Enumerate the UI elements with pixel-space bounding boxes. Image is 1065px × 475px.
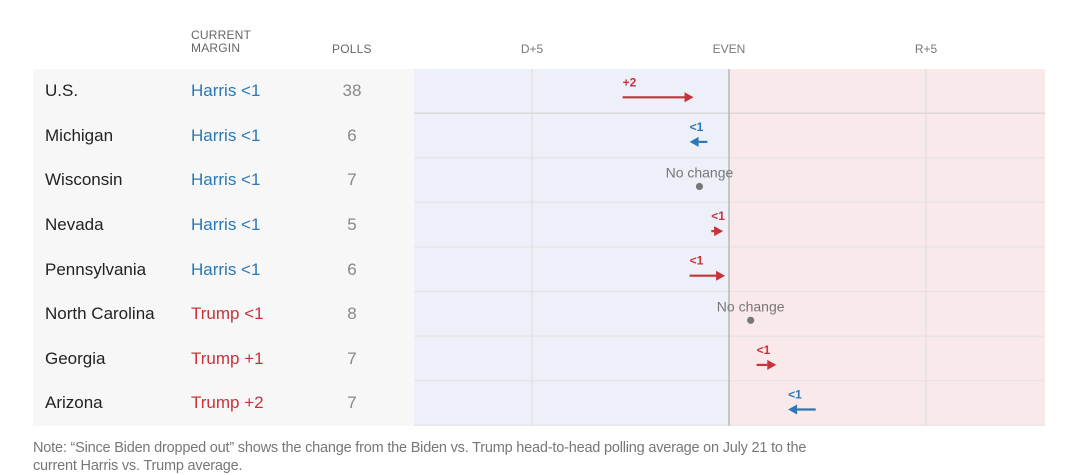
row-background	[33, 336, 414, 382]
row-background	[33, 202, 414, 248]
change-label: +2	[623, 75, 637, 89]
table-row: U.S. Harris <1 38	[33, 69, 1045, 114]
state-name: North Carolina	[45, 304, 155, 324]
table-row: Pennsylvania Harris <1 6	[33, 247, 1045, 292]
arrowhead-icon	[684, 92, 694, 103]
polls-count: 5	[347, 215, 357, 235]
state-name: Pennsylvania	[45, 259, 147, 279]
table-row: North Carolina Trump <1 8	[33, 292, 1045, 337]
state-name: Michigan	[45, 125, 114, 145]
state-name: Nevada	[45, 215, 104, 235]
arrowhead-icon	[689, 136, 699, 147]
current-margin-header-line2: MARGIN	[191, 41, 241, 55]
change-label: No change	[666, 165, 734, 181]
change-label: <1	[788, 388, 802, 402]
state-name: Arizona	[45, 393, 103, 413]
x-tick-label: R+5	[915, 42, 938, 56]
polls-count: 6	[347, 259, 357, 279]
polls-count: 7	[347, 170, 357, 190]
polls-count: 38	[342, 81, 362, 101]
polling-table: U.S. Harris <1 38 Michigan Harris <1 6 Wiscons…	[33, 69, 1045, 426]
table-row: Georgia Trump +1 7	[33, 336, 1045, 382]
state-name: Georgia	[45, 348, 106, 368]
change-label: No change	[717, 298, 785, 314]
no-change-dot	[695, 182, 704, 191]
state-name: Wisconsin	[45, 170, 123, 190]
polls-header: POLLS	[332, 42, 372, 56]
arrowhead-icon	[714, 226, 724, 237]
footnote: Note: “Since Biden dropped out” shows th…	[33, 440, 807, 474]
change-label: <1	[757, 343, 771, 357]
table-row: Nevada Harris <1 5	[33, 202, 1045, 248]
x-tick-label: EVEN	[713, 42, 746, 56]
polls-count: 6	[347, 125, 357, 145]
no-change-dot	[747, 316, 755, 324]
row-background	[33, 69, 414, 114]
change-label: <1	[711, 209, 725, 223]
current-margin: Trump <1	[191, 304, 264, 324]
polls-count: 7	[347, 393, 357, 413]
current-margin: Harris <1	[191, 259, 261, 279]
current-margin-header: CURRENT MARGIN	[191, 29, 251, 55]
row-background	[33, 292, 414, 337]
table-row: Wisconsin Harris <1 7	[33, 158, 1045, 203]
change-label: <1	[690, 120, 704, 134]
row-background	[33, 247, 414, 292]
table-row: Arizona Trump +2 7	[33, 381, 1045, 426]
arrowhead-icon	[716, 270, 726, 281]
polls-count: 8	[347, 304, 357, 324]
change-label: <1	[690, 254, 704, 268]
current-margin: Harris <1	[191, 81, 261, 101]
row-background	[33, 158, 414, 203]
arrowhead-icon	[767, 359, 777, 370]
current-margin: Harris <1	[191, 125, 261, 145]
current-margin: Harris <1	[191, 170, 261, 190]
arrowhead-icon	[788, 404, 798, 415]
current-margin: Trump +2	[191, 393, 264, 413]
current-margin: Trump +1	[191, 348, 264, 368]
state-name: U.S.	[45, 81, 79, 101]
row-background	[33, 381, 414, 426]
row-background	[33, 113, 414, 159]
x-tick-label: D+5	[521, 42, 544, 56]
polls-count: 7	[347, 348, 357, 368]
table-row: Michigan Harris <1 6	[33, 113, 1045, 159]
current-margin: Harris <1	[191, 215, 261, 235]
current-margin-header-line1: CURRENT	[191, 28, 252, 42]
